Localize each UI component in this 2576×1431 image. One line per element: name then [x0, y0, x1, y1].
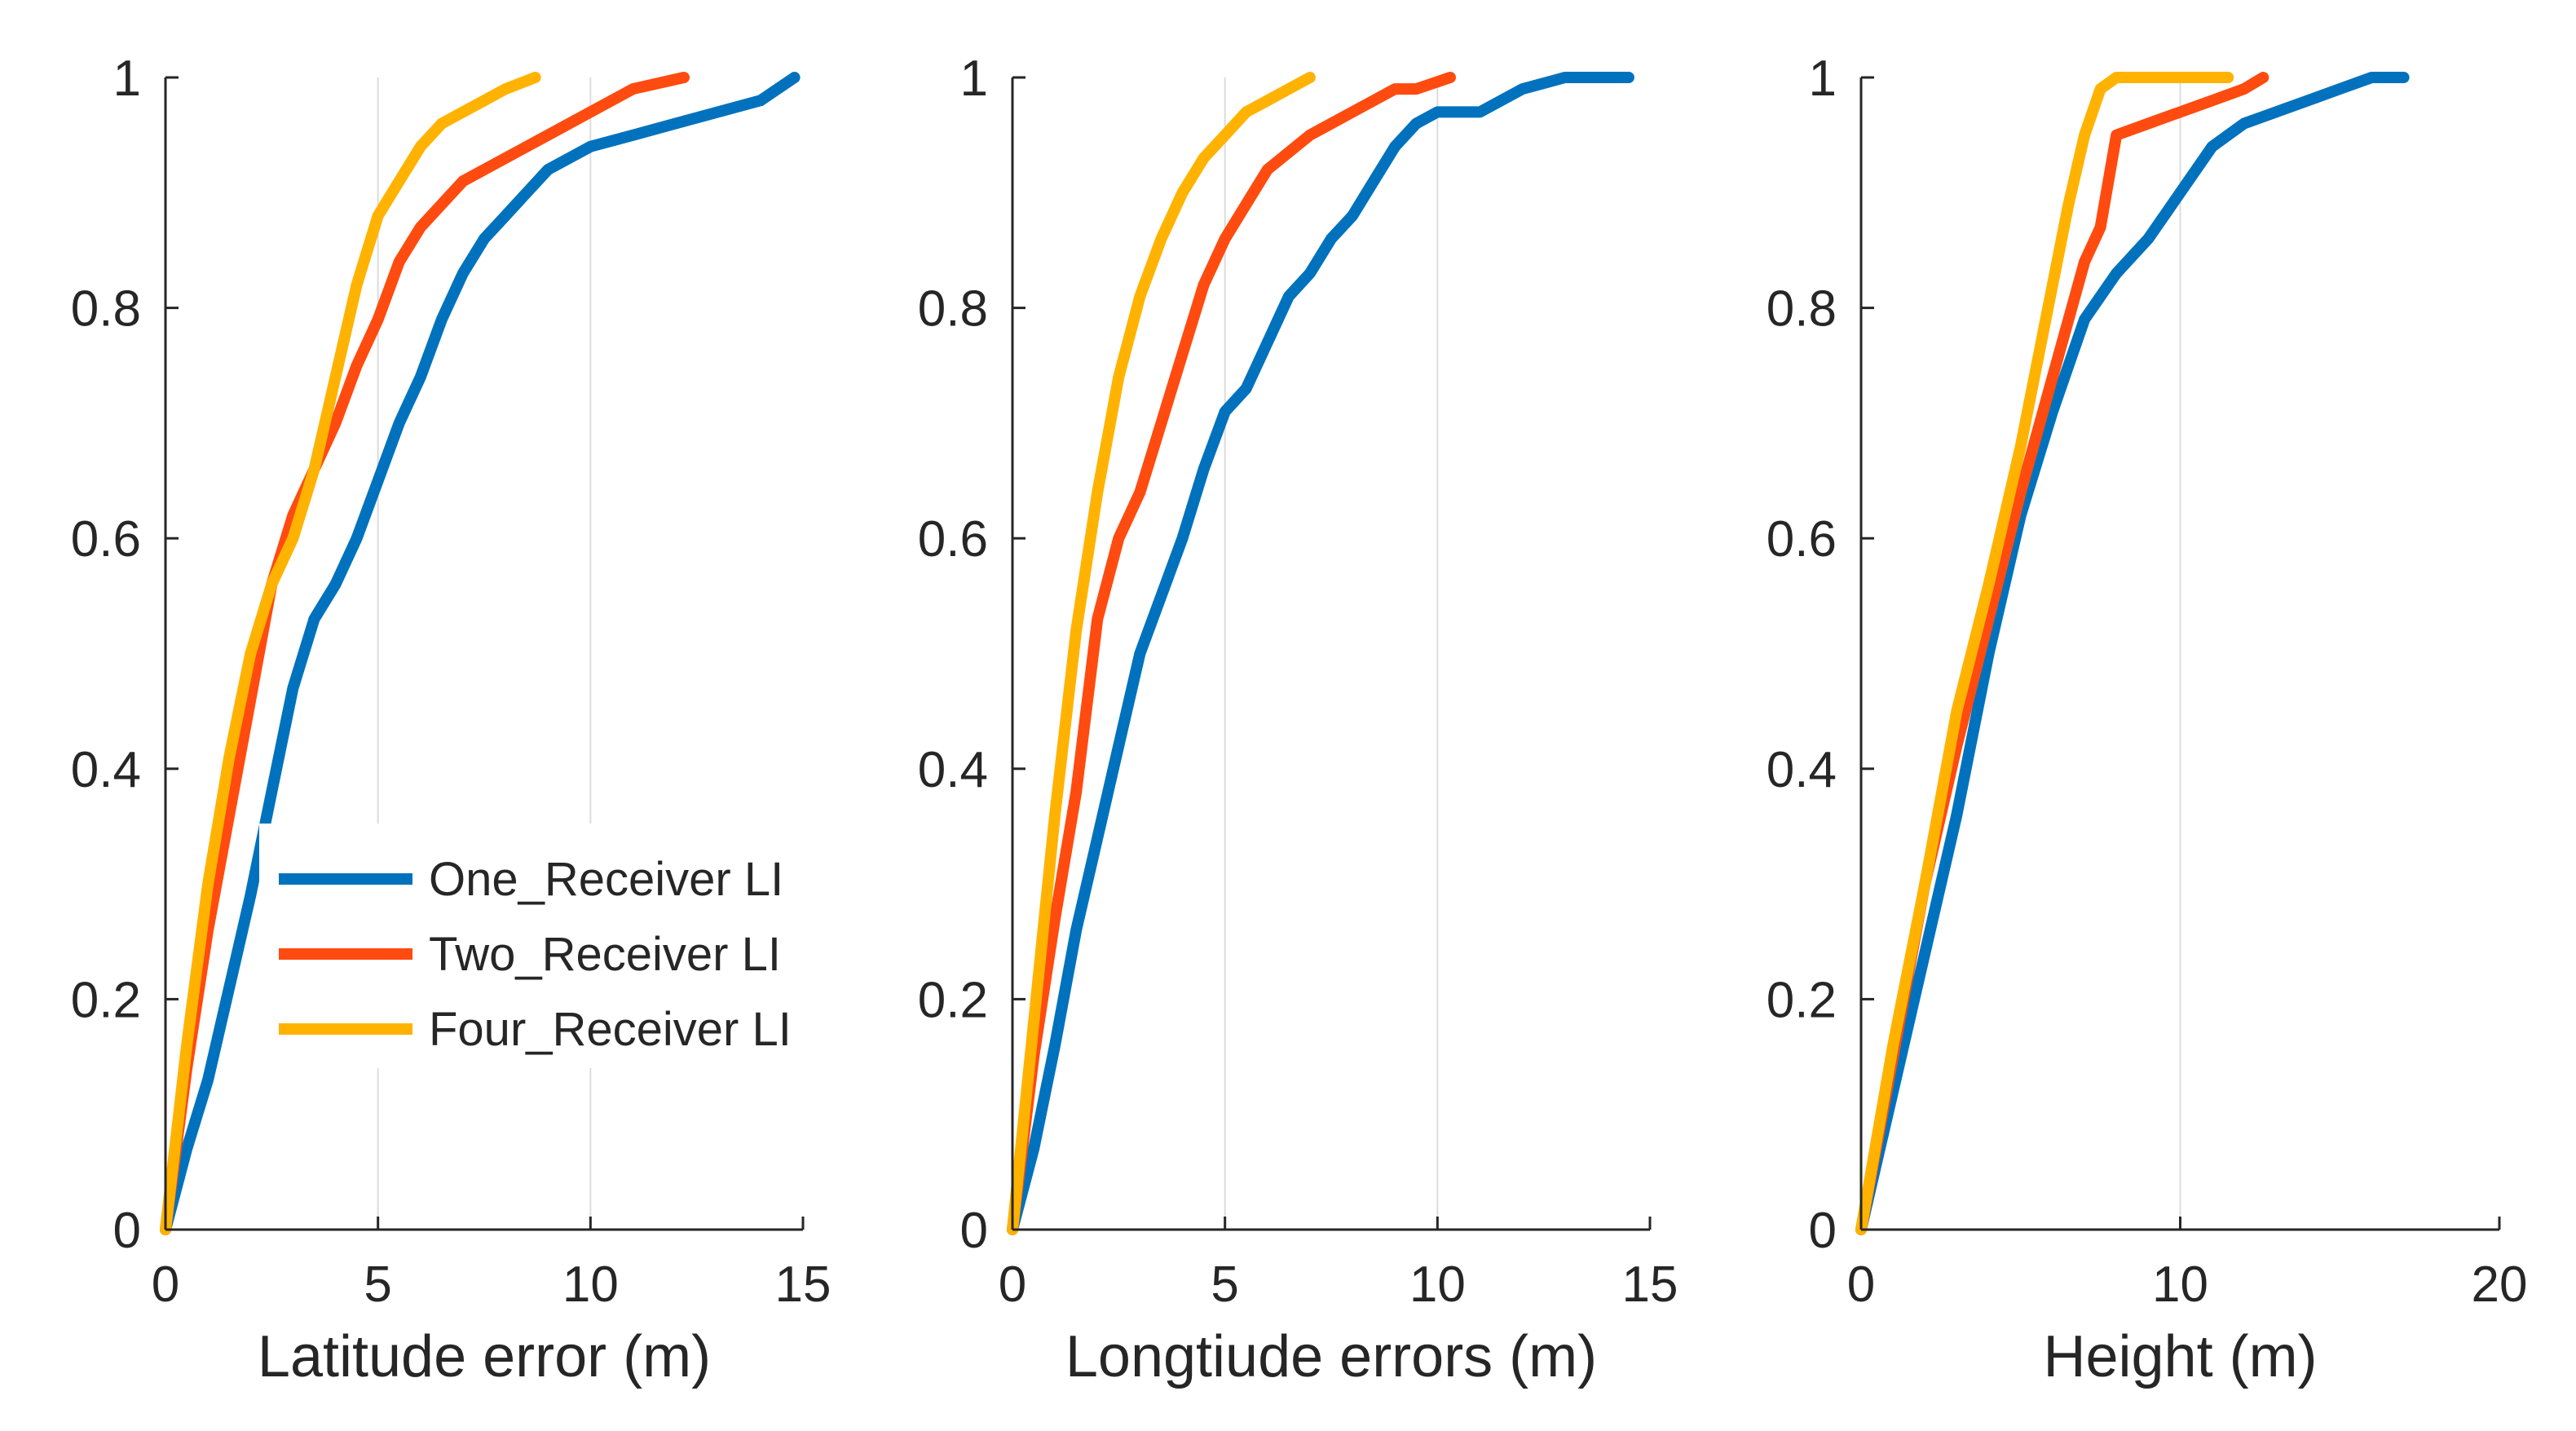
y-tick-label: 0: [113, 1203, 141, 1259]
x-tick-label: 5: [1211, 1257, 1238, 1313]
legend: One_Receiver LI Two_Receiver LI Four_Recei…: [259, 824, 862, 1068]
x-tick-label: 10: [1409, 1257, 1466, 1313]
x-tick-label: 15: [775, 1257, 831, 1313]
y-tick-label: 0.2: [71, 972, 141, 1028]
legend-label-one: One_Receiver LI: [429, 853, 783, 906]
x-axis-title: Latitude error (m): [258, 1324, 711, 1389]
series-line-four-receiver: [160, 72, 541, 1235]
x-tick-label: 0: [152, 1257, 179, 1313]
y-tick-label: 0.8: [1767, 281, 1837, 338]
series-line-one-receiver: [160, 72, 801, 1235]
x-axis-title: Height (m): [2043, 1324, 2317, 1389]
series-line-two-receiver: [160, 72, 690, 1235]
y-tick-label: 1: [113, 51, 141, 107]
y-tick-label: 0.6: [71, 511, 141, 568]
x-tick-label: 10: [2152, 1257, 2208, 1313]
series-line-four-receiver: [1855, 72, 2234, 1235]
x-tick-label: 0: [1847, 1257, 1875, 1313]
y-tick-label: 0.4: [71, 742, 141, 798]
x-tick-label: 0: [999, 1257, 1026, 1313]
y-tick-label: 0.4: [1767, 742, 1837, 798]
y-tick-label: 1: [1809, 51, 1837, 107]
y-tick-label: 0: [960, 1203, 988, 1259]
series-line-one-receiver: [1855, 72, 2410, 1235]
y-tick-label: 0.2: [1767, 972, 1837, 1028]
x-tick-label: 5: [364, 1257, 391, 1313]
y-tick-label: 1: [960, 51, 988, 107]
x-axis-title: Longtiude errors (m): [1065, 1324, 1597, 1389]
y-tick-label: 0.6: [918, 511, 988, 568]
series-line-two-receiver: [1007, 72, 1456, 1235]
legend-label-four: Four_Receiver LI: [429, 1003, 792, 1056]
y-tick-label: 0.4: [918, 742, 988, 798]
series-line-one-receiver: [1007, 72, 1634, 1235]
x-tick-label: 10: [562, 1257, 619, 1313]
legend-label-two: Two_Receiver LI: [429, 928, 781, 981]
chart-panel-1: 0 5 10 15 0 0.2 0.4 0.6 0.8 1 Latitude error (m) On…: [71, 51, 862, 1389]
x-tick-label: 15: [1622, 1257, 1678, 1313]
y-tick-label: 0.8: [71, 281, 141, 338]
x-tick-label: 20: [2472, 1257, 2528, 1313]
chart-panel-2: 0 5 10 15 0 0.2 0.4 0.6 0.8 1 Longtiude errors (m): [918, 51, 1678, 1389]
y-tick-label: 0.2: [918, 972, 988, 1028]
series-line-four-receiver: [1007, 72, 1316, 1235]
y-tick-label: 0.6: [1767, 511, 1837, 568]
chart-panel-3: 0 10 20 0 0.2 0.4 0.6 0.8 1 Height (m): [1767, 51, 2528, 1389]
y-tick-label: 0.8: [918, 281, 988, 338]
y-tick-label: 0: [1809, 1203, 1837, 1259]
